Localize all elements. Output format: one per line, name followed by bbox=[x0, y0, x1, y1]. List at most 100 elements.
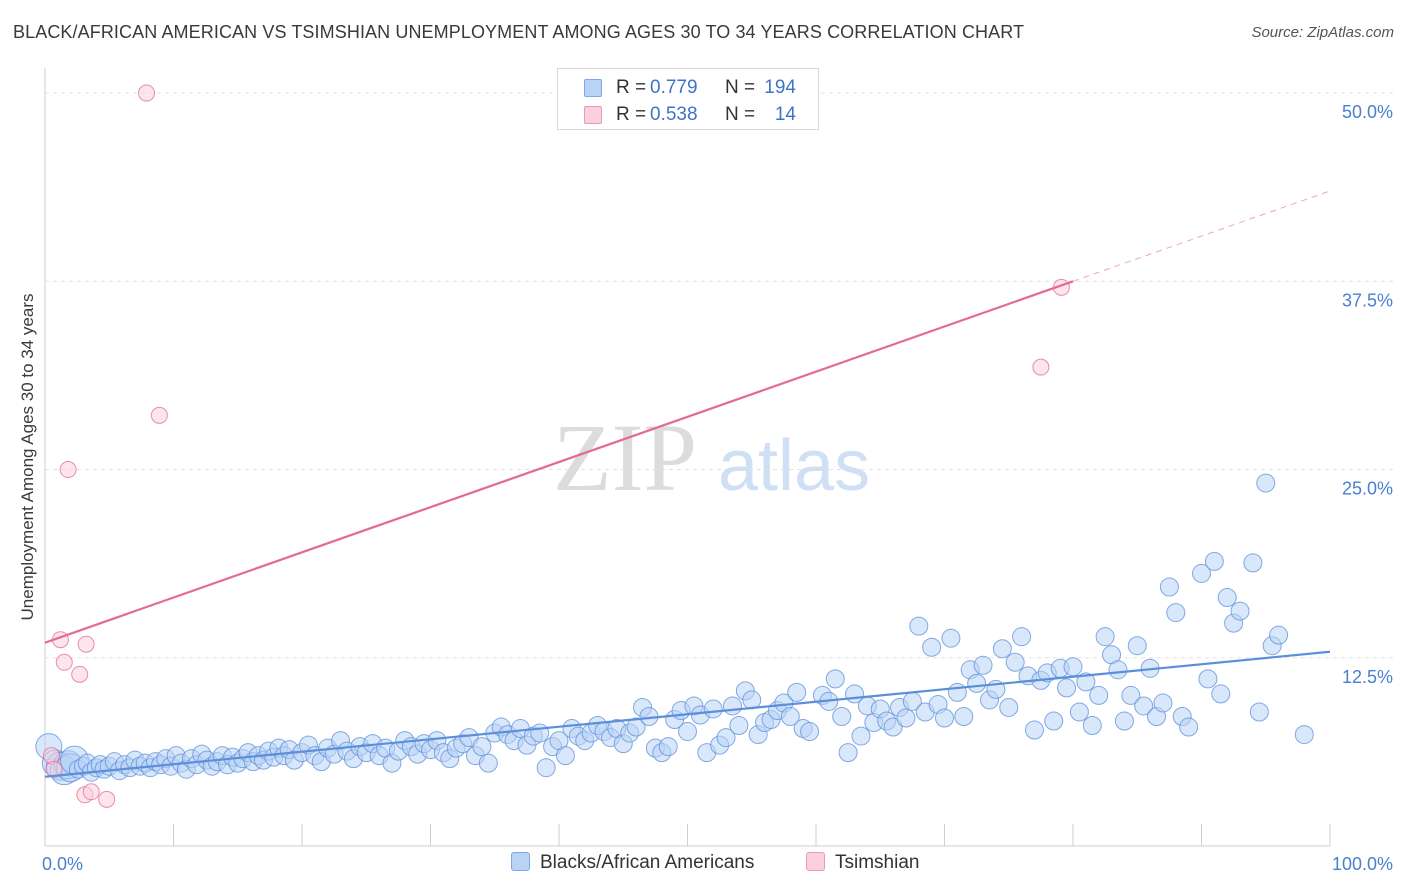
blacks-point bbox=[973, 655, 993, 675]
blacks-point bbox=[1114, 711, 1134, 731]
legend-item-blacks[interactable]: Blacks/African Americans bbox=[511, 852, 754, 874]
blacks-point bbox=[800, 722, 820, 742]
blacks-trend-line bbox=[44, 650, 1331, 778]
blacks-point bbox=[678, 722, 697, 742]
tsimshian-trend-line bbox=[44, 280, 1074, 644]
blacks-point bbox=[478, 753, 498, 773]
stats-legend: R = 0.779 N = 194 R = 0.538 N = 14 bbox=[557, 68, 819, 130]
tsimshian-point bbox=[45, 760, 63, 778]
legend-n-label: N = bbox=[725, 104, 756, 125]
blacks-point bbox=[1294, 725, 1314, 745]
tsimshian-point bbox=[150, 406, 168, 424]
x-tick-label: 0.0% bbox=[42, 854, 83, 874]
blacks-point bbox=[1012, 627, 1032, 647]
watermark-atlas: atlas bbox=[718, 426, 870, 506]
tsimshian-point bbox=[82, 783, 100, 801]
watermark: ZIP atlas bbox=[553, 404, 870, 511]
blacks-point bbox=[947, 682, 967, 702]
blacks-point bbox=[1249, 702, 1269, 722]
series-blacks bbox=[35, 473, 1314, 786]
y-tick-label: 25.0% bbox=[1342, 479, 1393, 499]
blacks-point bbox=[954, 706, 974, 726]
series-legend: Blacks/African Americans Tsimshian bbox=[0, 852, 1406, 878]
blacks-point bbox=[941, 628, 961, 648]
y-tick-label: 37.5% bbox=[1342, 290, 1393, 310]
y-tick-label: 50.0% bbox=[1342, 102, 1393, 122]
blacks-point bbox=[1153, 693, 1173, 713]
legend-r-label: R = bbox=[616, 104, 647, 125]
tsimshian-point bbox=[138, 84, 156, 102]
y-tick-label: 12.5% bbox=[1342, 667, 1393, 687]
legend-label-tsimshian: Tsimshian bbox=[835, 852, 920, 873]
blacks-point bbox=[1082, 716, 1102, 736]
blacks-point bbox=[658, 737, 678, 757]
chart-title: BLACK/AFRICAN AMERICAN VS TSIMSHIAN UNEM… bbox=[13, 22, 1025, 42]
legend-row-tsimshian: R = 0.538 N = 14 bbox=[558, 102, 818, 128]
legend-n-label: N = bbox=[725, 77, 756, 98]
legend-swatch-tsimshian bbox=[584, 106, 602, 124]
legend-r-label: R = bbox=[616, 77, 647, 98]
series-tsimshian bbox=[42, 84, 1070, 808]
gridlines bbox=[45, 92, 1393, 659]
blacks-point bbox=[1204, 551, 1224, 571]
blacks-point bbox=[1179, 717, 1199, 737]
blacks-point bbox=[1108, 660, 1128, 680]
blacks-point bbox=[729, 716, 749, 736]
legend-n-value: 14 bbox=[774, 104, 796, 125]
y-axis-title: Unemployment Among Ages 30 to 34 years bbox=[18, 294, 37, 621]
source-label: Source: ZipAtlas.com bbox=[1251, 24, 1394, 41]
tsimshian-point bbox=[77, 635, 95, 653]
blacks-point bbox=[703, 699, 723, 719]
blacks-point bbox=[825, 669, 845, 689]
blacks-point bbox=[1192, 563, 1211, 583]
blacks-point bbox=[1217, 588, 1237, 608]
legend-item-tsimshian[interactable]: Tsimshian bbox=[806, 852, 919, 874]
legend-r-value: 0.538 bbox=[650, 104, 698, 125]
blacks-point bbox=[472, 737, 492, 757]
tsimshian-point bbox=[71, 665, 89, 683]
blacks-point bbox=[536, 758, 556, 778]
blacks-point bbox=[1211, 684, 1231, 704]
axes bbox=[44, 68, 1331, 847]
blacks-point bbox=[1063, 657, 1083, 677]
blacks-point bbox=[1089, 685, 1109, 705]
blacks-point bbox=[992, 639, 1012, 659]
blacks-point bbox=[883, 717, 903, 737]
blacks-point bbox=[459, 728, 479, 748]
blacks-point bbox=[851, 726, 871, 746]
legend-swatch-tsimshian bbox=[806, 852, 825, 871]
blacks-point bbox=[1134, 696, 1154, 716]
blacks-point bbox=[935, 708, 954, 728]
tsimshian-trend-extension bbox=[1072, 190, 1331, 282]
blacks-point bbox=[967, 673, 987, 693]
blacks-point bbox=[780, 706, 800, 726]
tsimshian-point bbox=[59, 461, 77, 479]
legend-row-blacks: R = 0.779 N = 194 bbox=[558, 75, 818, 101]
blacks-point bbox=[1243, 553, 1263, 573]
blacks-point bbox=[1076, 672, 1096, 692]
blacks-point bbox=[1044, 711, 1064, 731]
blacks-point bbox=[626, 717, 646, 737]
blacks-point bbox=[1230, 601, 1250, 621]
trend-lines bbox=[44, 190, 1331, 778]
blacks-point bbox=[1024, 720, 1044, 740]
blacks-point bbox=[1198, 669, 1218, 689]
blacks-point bbox=[922, 637, 942, 657]
blacks-point bbox=[742, 690, 762, 710]
blacks-point bbox=[896, 708, 916, 728]
blacks-point bbox=[1121, 685, 1141, 705]
blacks-point bbox=[999, 697, 1019, 717]
blacks-point bbox=[1057, 678, 1077, 698]
tsimshian-point bbox=[98, 790, 116, 808]
blacks-point bbox=[1127, 636, 1147, 656]
legend-swatch-blacks bbox=[511, 852, 530, 871]
legend-label-blacks: Blacks/African Americans bbox=[540, 852, 755, 873]
tsimshian-point bbox=[1032, 358, 1050, 376]
blacks-point bbox=[838, 743, 858, 763]
blacks-point bbox=[1005, 652, 1025, 672]
blacks-point bbox=[1069, 702, 1089, 722]
blacks-point bbox=[787, 682, 807, 702]
blacks-point bbox=[555, 746, 575, 766]
legend-r-value: 0.779 bbox=[650, 77, 698, 98]
